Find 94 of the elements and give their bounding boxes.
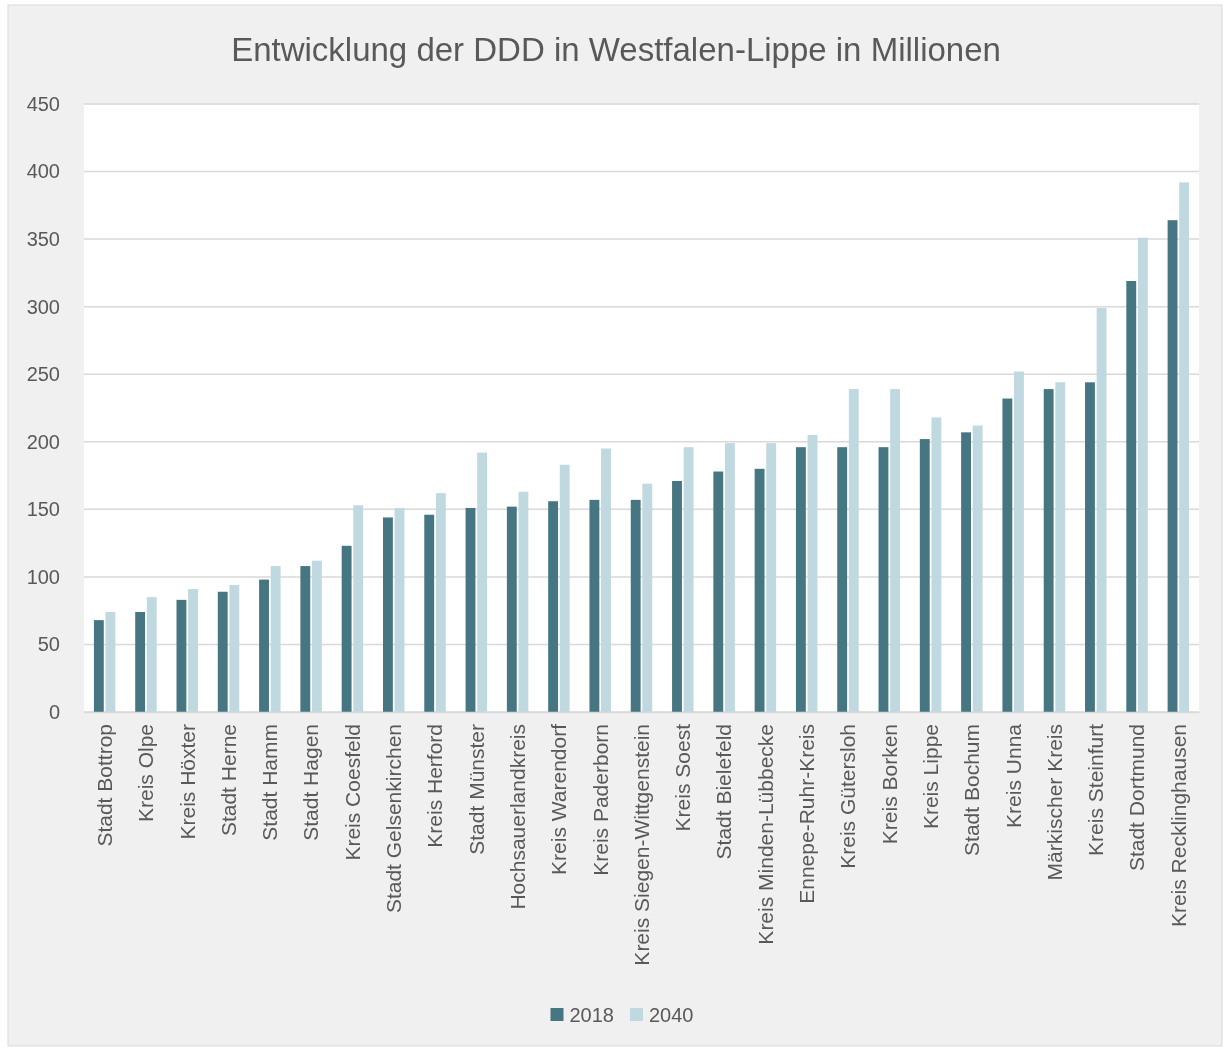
- bar: [837, 447, 848, 712]
- bar: [724, 443, 735, 712]
- bar: [312, 560, 322, 712]
- bar: [382, 517, 393, 712]
- x-tick-label: Stadt Bottrop: [93, 724, 116, 847]
- x-tick-label: Kreis Steinfurt: [1084, 723, 1108, 856]
- x-tick-label: Stadt Dortmund: [1125, 724, 1149, 872]
- y-tick-label: 100: [26, 565, 60, 588]
- x-tick-label: Kreis Minden-Lübbecke: [753, 724, 777, 945]
- x-tick-label: Märkischer Kreis: [1042, 724, 1066, 881]
- bar: [848, 389, 859, 712]
- bar: [270, 566, 281, 712]
- x-tick-label: Kreis Soest: [671, 723, 695, 832]
- bar: [176, 599, 187, 712]
- x-tick-label: Stadt Gelsenkirchen: [382, 724, 406, 914]
- bar: [1126, 281, 1137, 712]
- bar: [105, 612, 116, 712]
- y-tick-label: 50: [37, 633, 60, 656]
- bar: [589, 499, 600, 712]
- bar: [931, 417, 942, 712]
- bar: [683, 447, 694, 712]
- bar: [188, 589, 198, 712]
- bar: [1167, 220, 1178, 712]
- bar: [1085, 382, 1095, 712]
- bar: [754, 468, 765, 712]
- bar: [394, 507, 405, 712]
- bar: [1096, 308, 1107, 712]
- x-tick-label: Stadt Münster: [464, 724, 488, 855]
- x-tick-label: Kreis Herford: [423, 724, 447, 848]
- bar: [135, 612, 146, 712]
- bar: [601, 448, 611, 712]
- y-tick-label: 0: [48, 700, 60, 723]
- bar: [1179, 182, 1190, 712]
- x-tick-label: Kreis Paderborn: [588, 724, 612, 876]
- x-tick-label: Hochsauerlandkreis: [505, 724, 529, 910]
- bar: [477, 452, 488, 712]
- x-tick-label: Kreis Lippe: [918, 724, 942, 830]
- bar: [642, 483, 653, 712]
- bar: [972, 425, 983, 712]
- bar: [1137, 237, 1148, 712]
- y-tick-label: 250: [26, 363, 60, 386]
- bar: [146, 597, 157, 712]
- bar: [341, 545, 352, 712]
- bar: [353, 505, 364, 712]
- x-tick-label: Kreis Höxter: [175, 723, 199, 840]
- bar: [1014, 371, 1024, 712]
- bar: [807, 435, 818, 712]
- x-tick-label: Stadt Bielefeld: [712, 724, 736, 860]
- bar: [961, 432, 971, 712]
- y-tick-label: 300: [26, 295, 60, 318]
- y-tick-label: 200: [26, 430, 60, 453]
- y-tick-label: 450: [26, 92, 60, 115]
- x-tick-label: Kreis Recklinghausen: [1166, 724, 1190, 928]
- bar: [672, 480, 682, 712]
- x-tick-label: Stadt Bochum: [960, 724, 984, 856]
- legend-label: 2040: [649, 1004, 694, 1026]
- x-tick-label: Stadt Herne: [216, 724, 240, 837]
- x-tick-label: Ennepe-Ruhr-Kreis: [795, 724, 819, 904]
- x-tick-label: Stadt Hamm: [258, 724, 282, 841]
- bar: [795, 447, 806, 712]
- bar: [300, 566, 311, 712]
- chart-title: Entwicklung der DDD in Westfalen-Lippe in Millionen: [231, 31, 1001, 68]
- bar: [1043, 389, 1054, 712]
- bar: [713, 471, 724, 712]
- bar: [766, 443, 777, 712]
- bar: [559, 464, 570, 712]
- bar: [93, 620, 104, 712]
- x-tick-label: Kreis Olpe: [134, 724, 158, 823]
- x-tick-label: Kreis Gütersloh: [836, 724, 860, 869]
- x-tick-label: Kreis Siegen-Wittgenstein: [629, 724, 653, 966]
- legend-label: 2018: [569, 1004, 614, 1026]
- bar: [1055, 382, 1066, 712]
- bar: [229, 585, 240, 712]
- y-tick-label: 150: [26, 498, 60, 521]
- bar: [548, 501, 559, 712]
- bar: [878, 447, 889, 712]
- bar: [630, 499, 641, 712]
- bar: [919, 439, 930, 712]
- bar: [217, 591, 228, 712]
- bar: [435, 493, 446, 712]
- x-tick-label: Stadt Hagen: [299, 724, 323, 841]
- x-tick-label: Kreis Unna: [1001, 723, 1025, 828]
- bar: [890, 389, 901, 712]
- x-tick-label: Kreis Coesfeld: [340, 724, 364, 861]
- bar: [506, 506, 517, 712]
- bar: [518, 491, 529, 712]
- bar: [465, 507, 476, 712]
- y-tick-label: 350: [26, 228, 60, 251]
- bar: [424, 514, 435, 712]
- x-tick-label: Kreis Warendorf: [547, 723, 571, 875]
- y-tick-label: 400: [26, 160, 60, 183]
- x-tick-label: Kreis Borken: [877, 724, 901, 845]
- bar: [1002, 398, 1013, 712]
- bar: [259, 579, 269, 712]
